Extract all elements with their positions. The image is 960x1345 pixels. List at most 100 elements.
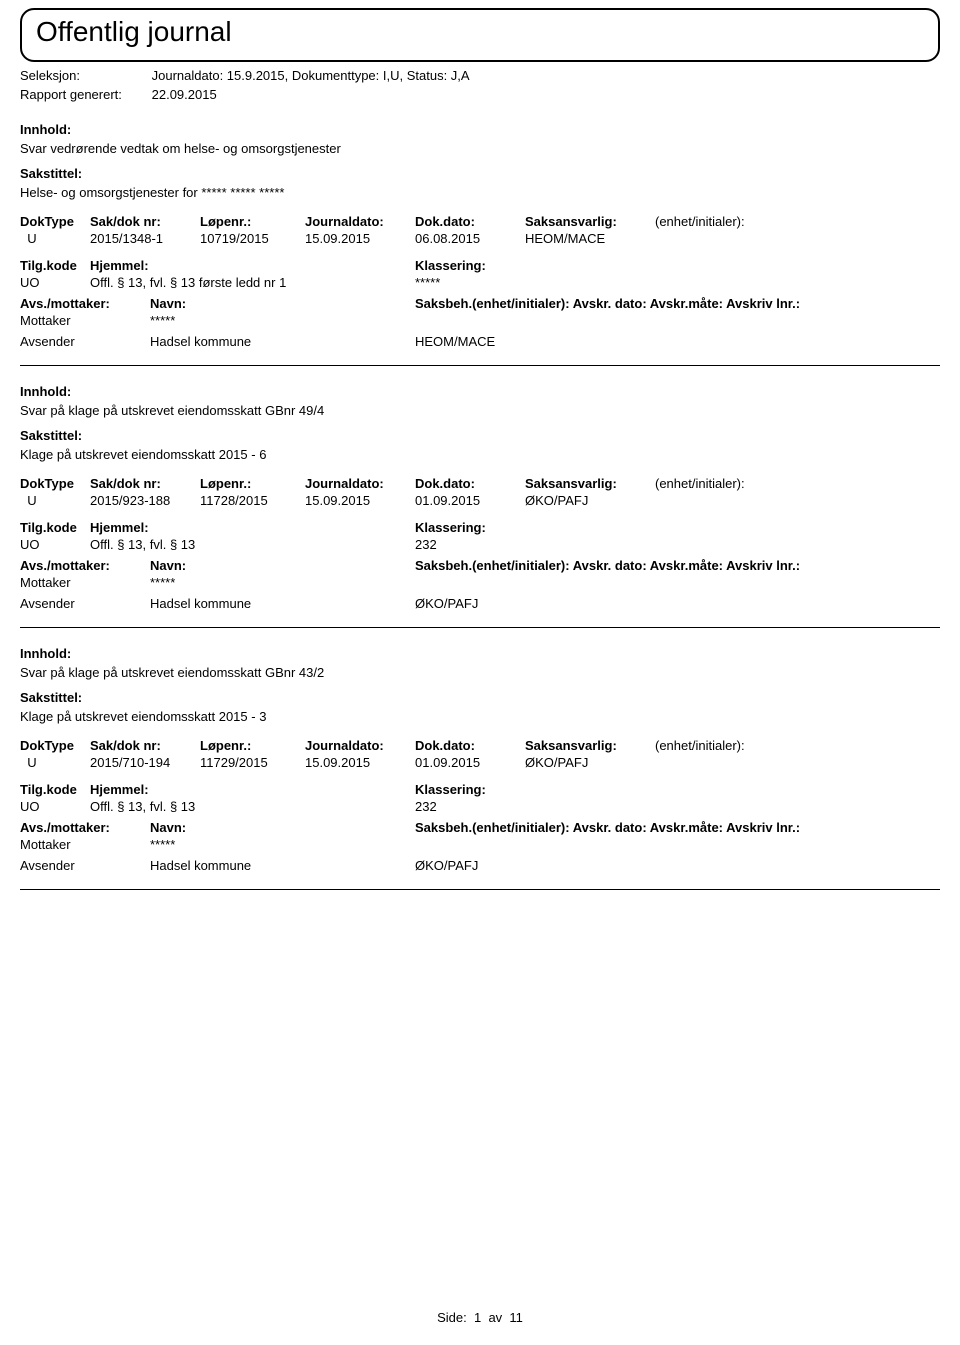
innhold-text: Svar på klage på utskrevet eiendomsskatt… — [20, 665, 940, 680]
innhold-text: Svar vedrørende vedtak om helse- og omso… — [20, 141, 940, 156]
avsender-label: Avsender — [20, 334, 150, 349]
avsender-label: Avsender — [20, 858, 150, 873]
rapport-value: 22.09.2015 — [152, 87, 217, 102]
docheader-row: DokType Sak/dok nr: Løpenr.: Journaldato… — [20, 214, 940, 229]
mottaker-navn: ***** — [150, 313, 415, 328]
avsmottaker-label: Avs./mottaker: — [20, 820, 150, 835]
sakstittel-text: Klage på utskrevet eiendomsskatt 2015 - … — [20, 709, 940, 724]
doktype-value: U — [20, 231, 90, 246]
mottaker-row: Mottaker ***** — [20, 575, 940, 590]
sakdok-value: 2015/710-194 — [90, 755, 200, 770]
avsender-saksbeh: ØKO/PAFJ — [415, 858, 940, 873]
tilgkode-value: UO — [20, 799, 90, 814]
mottaker-row: Mottaker ***** — [20, 313, 940, 328]
hjemmel-label: Hjemmel: — [90, 782, 415, 797]
mottaker-label: Mottaker — [20, 837, 150, 852]
avsender-label: Avsender — [20, 596, 150, 611]
klassering-value: 232 — [415, 799, 940, 814]
tilgkode-label: Tilg.kode — [20, 782, 90, 797]
journaldato-label: Journaldato: — [305, 214, 415, 229]
saksbeh-label: Saksbeh.(enhet/initialer): Avskr. dato: … — [415, 558, 940, 573]
klassering-label: Klassering: — [415, 520, 940, 535]
avsmottaker-label: Avs./mottaker: — [20, 558, 150, 573]
dokdato-label: Dok.dato: — [415, 214, 525, 229]
sakdok-label: Sak/dok nr: — [90, 738, 200, 753]
dokdato-value: 01.09.2015 — [415, 755, 525, 770]
journaldato-value: 15.09.2015 — [305, 493, 415, 508]
journaldato-label: Journaldato: — [305, 476, 415, 491]
doktype-label: DokType — [20, 214, 90, 229]
dokdato-value: 01.09.2015 — [415, 493, 525, 508]
journal-entry: Innhold: Svar på klage på utskrevet eien… — [20, 370, 940, 628]
sakdok-value: 2015/923-188 — [90, 493, 200, 508]
page-footer: Side: 1 av 11 — [20, 1310, 940, 1325]
klass-values-row: UO Offl. § 13, fvl. § 13 første ledd nr … — [20, 275, 940, 290]
sakstittel-label: Sakstittel: — [20, 166, 940, 181]
page-total: 11 — [509, 1310, 523, 1325]
doktype-value: U — [20, 493, 90, 508]
saksansvarlig-label: Saksansvarlig: — [525, 738, 655, 753]
klass-header-row: Tilg.kode Hjemmel: Klassering: — [20, 258, 940, 273]
journaldato-label: Journaldato: — [305, 738, 415, 753]
mottaker-label: Mottaker — [20, 313, 150, 328]
mottaker-label: Mottaker — [20, 575, 150, 590]
mottaker-saksbeh — [415, 575, 940, 590]
saksansvarlig-value: HEOM/MACE — [525, 231, 655, 246]
lopenr-value: 11728/2015 — [200, 493, 305, 508]
doktype-label: DokType — [20, 738, 90, 753]
page-current: 1 — [474, 1310, 481, 1325]
lopenr-value: 11729/2015 — [200, 755, 305, 770]
saksbeh-label: Saksbeh.(enhet/initialer): Avskr. dato: … — [415, 296, 940, 311]
lopenr-label: Løpenr.: — [200, 476, 305, 491]
lopenr-value: 10719/2015 — [200, 231, 305, 246]
enhet-label: (enhet/initialer): — [655, 214, 940, 229]
doktype-value: U — [20, 755, 90, 770]
hjemmel-label: Hjemmel: — [90, 258, 415, 273]
enhet-value — [655, 231, 940, 246]
sakdok-value: 2015/1348-1 — [90, 231, 200, 246]
saksansvarlig-label: Saksansvarlig: — [525, 214, 655, 229]
side-label: Side: — [437, 1310, 467, 1325]
rapport-row: Rapport generert: 22.09.2015 — [20, 87, 940, 102]
journaldato-value: 15.09.2015 — [305, 231, 415, 246]
avsmottaker-label: Avs./mottaker: — [20, 296, 150, 311]
klass-values-row: UO Offl. § 13, fvl. § 13 232 — [20, 799, 940, 814]
sakdok-label: Sak/dok nr: — [90, 214, 200, 229]
enhet-value — [655, 755, 940, 770]
mottaker-saksbeh — [415, 313, 940, 328]
tilgkode-label: Tilg.kode — [20, 258, 90, 273]
avsender-navn: Hadsel kommune — [150, 334, 415, 349]
enhet-label: (enhet/initialer): — [655, 738, 940, 753]
innhold-label: Innhold: — [20, 646, 940, 661]
lopenr-label: Løpenr.: — [200, 214, 305, 229]
mottaker-navn: ***** — [150, 575, 415, 590]
journal-entry: Innhold: Svar på klage på utskrevet eien… — [20, 632, 940, 890]
rapport-label: Rapport generert: — [20, 87, 148, 102]
hjemmel-label: Hjemmel: — [90, 520, 415, 535]
lopenr-label: Løpenr.: — [200, 738, 305, 753]
hjemmel-value: Offl. § 13, fvl. § 13 — [90, 799, 415, 814]
sakstittel-label: Sakstittel: — [20, 690, 940, 705]
innhold-text: Svar på klage på utskrevet eiendomsskatt… — [20, 403, 940, 418]
navn-label: Navn: — [150, 296, 415, 311]
hjemmel-value: Offl. § 13, fvl. § 13 første ledd nr 1 — [90, 275, 415, 290]
hjemmel-value: Offl. § 13, fvl. § 13 — [90, 537, 415, 552]
dokdato-label: Dok.dato: — [415, 476, 525, 491]
saksansvarlig-value: ØKO/PAFJ — [525, 493, 655, 508]
tilgkode-value: UO — [20, 275, 90, 290]
sakstittel-text: Helse- og omsorgstjenester for ***** ***… — [20, 185, 940, 200]
klass-header-row: Tilg.kode Hjemmel: Klassering: — [20, 520, 940, 535]
sakstittel-text: Klage på utskrevet eiendomsskatt 2015 - … — [20, 447, 940, 462]
avs-header-row: Avs./mottaker: Navn: Saksbeh.(enhet/init… — [20, 558, 940, 573]
page-title: Offentlig journal — [36, 16, 924, 48]
docvalues-row: U 2015/710-194 11729/2015 15.09.2015 01.… — [20, 755, 940, 770]
avsender-row: Avsender Hadsel kommune ØKO/PAFJ — [20, 858, 940, 873]
sakdok-label: Sak/dok nr: — [90, 476, 200, 491]
klassering-label: Klassering: — [415, 782, 940, 797]
page-sep: av — [488, 1310, 502, 1325]
klass-values-row: UO Offl. § 13, fvl. § 13 232 — [20, 537, 940, 552]
dokdato-label: Dok.dato: — [415, 738, 525, 753]
seleksjon-row: Seleksjon: Journaldato: 15.9.2015, Dokum… — [20, 68, 940, 83]
docvalues-row: U 2015/923-188 11728/2015 15.09.2015 01.… — [20, 493, 940, 508]
klassering-label: Klassering: — [415, 258, 940, 273]
